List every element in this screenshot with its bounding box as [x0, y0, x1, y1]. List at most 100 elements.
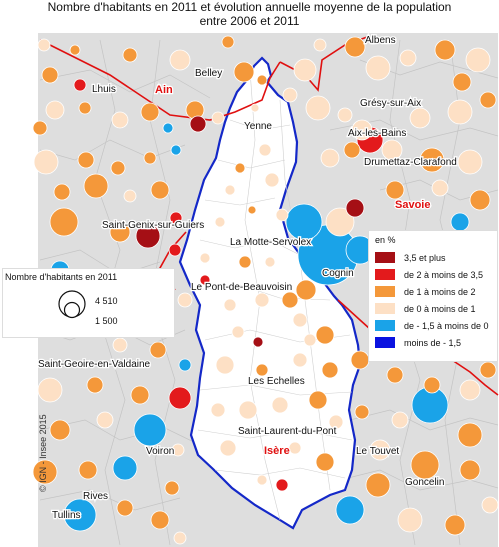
commune-bubble[interactable] — [264, 256, 276, 268]
commune-bubble[interactable] — [354, 404, 370, 420]
commune-bubble[interactable] — [345, 198, 365, 218]
commune-bubble[interactable] — [469, 189, 491, 211]
commune-bubble[interactable] — [77, 151, 95, 169]
commune-bubble[interactable] — [447, 99, 473, 125]
commune-bubble[interactable] — [199, 252, 211, 264]
commune-bubble[interactable] — [285, 203, 323, 241]
commune-bubble[interactable] — [169, 49, 191, 71]
commune-bubble[interactable] — [254, 292, 270, 308]
commune-bubble[interactable] — [170, 144, 182, 156]
commune-bubble[interactable] — [78, 101, 92, 115]
commune-bubble[interactable] — [247, 205, 257, 215]
commune-bubble[interactable] — [457, 422, 483, 448]
commune-bubble[interactable] — [409, 107, 431, 129]
commune-bubble[interactable] — [135, 223, 161, 249]
commune-bubble[interactable] — [275, 478, 289, 492]
commune-bubble[interactable] — [351, 119, 373, 141]
commune-bubble[interactable] — [419, 147, 445, 173]
commune-bubble[interactable] — [325, 207, 355, 237]
commune-bubble[interactable] — [315, 325, 335, 345]
commune-bubble[interactable] — [177, 292, 193, 308]
commune-bubble[interactable] — [33, 149, 59, 175]
commune-bubble[interactable] — [73, 78, 87, 92]
commune-bubble[interactable] — [369, 439, 391, 461]
commune-bubble[interactable] — [423, 376, 441, 394]
commune-bubble[interactable] — [397, 507, 423, 533]
commune-bubble[interactable] — [41, 66, 59, 84]
commune-bubble[interactable] — [110, 160, 126, 176]
commune-bubble[interactable] — [313, 38, 327, 52]
commune-bubble[interactable] — [189, 115, 207, 133]
commune-bubble[interactable] — [282, 87, 298, 103]
commune-bubble[interactable] — [465, 47, 491, 73]
commune-bubble[interactable] — [37, 377, 63, 403]
commune-bubble[interactable] — [78, 460, 98, 480]
commune-bubble[interactable] — [343, 141, 361, 159]
commune-bubble[interactable] — [308, 390, 328, 410]
commune-bubble[interactable] — [49, 419, 71, 441]
commune-bubble[interactable] — [63, 498, 97, 532]
commune-bubble[interactable] — [255, 363, 269, 377]
commune-bubble[interactable] — [223, 298, 237, 312]
commune-bubble[interactable] — [224, 184, 236, 196]
commune-bubble[interactable] — [315, 452, 335, 472]
commune-bubble[interactable] — [221, 35, 235, 49]
commune-bubble[interactable] — [337, 107, 353, 123]
commune-bubble[interactable] — [481, 496, 499, 514]
commune-bubbles[interactable] — [32, 35, 499, 545]
commune-bubble[interactable] — [281, 291, 299, 309]
commune-bubble[interactable] — [350, 350, 370, 370]
commune-bubble[interactable] — [143, 151, 157, 165]
commune-bubble[interactable] — [256, 74, 268, 86]
commune-bubble[interactable] — [210, 402, 226, 418]
commune-bubble[interactable] — [479, 91, 497, 109]
commune-bubble[interactable] — [385, 180, 405, 200]
commune-bubble[interactable] — [215, 355, 235, 375]
commune-bubble[interactable] — [32, 120, 48, 136]
commune-bubble[interactable] — [457, 149, 483, 175]
commune-bubble[interactable] — [178, 358, 192, 372]
commune-bubble[interactable] — [164, 480, 180, 496]
commune-bubble[interactable] — [168, 243, 182, 257]
commune-bubble[interactable] — [231, 325, 245, 339]
commune-bubble[interactable] — [450, 212, 470, 232]
commune-bubble[interactable] — [258, 143, 272, 157]
commune-bubble[interactable] — [150, 180, 170, 200]
commune-bubble[interactable] — [49, 207, 79, 237]
commune-bubble[interactable] — [391, 411, 409, 429]
commune-bubble[interactable] — [112, 455, 138, 481]
commune-bubble[interactable] — [335, 495, 365, 525]
commune-bubble[interactable] — [122, 47, 138, 63]
commune-bubble[interactable] — [292, 312, 308, 328]
commune-bubble[interactable] — [344, 36, 366, 58]
commune-bubble[interactable] — [133, 413, 167, 447]
commune-bubble[interactable] — [292, 352, 308, 368]
commune-bubble[interactable] — [303, 333, 317, 347]
commune-bubble[interactable] — [252, 336, 264, 348]
commune-bubble[interactable] — [168, 386, 192, 410]
commune-bubble[interactable] — [140, 102, 160, 122]
commune-bubble[interactable] — [150, 510, 170, 530]
commune-bubble[interactable] — [256, 474, 268, 486]
commune-bubble[interactable] — [83, 173, 109, 199]
commune-bubble[interactable] — [452, 72, 472, 92]
commune-bubble[interactable] — [86, 376, 104, 394]
commune-bubble[interactable] — [250, 103, 260, 113]
commune-bubble[interactable] — [238, 400, 258, 420]
commune-bubble[interactable] — [386, 366, 404, 384]
commune-bubble[interactable] — [275, 208, 289, 222]
commune-bubble[interactable] — [211, 111, 225, 125]
commune-bubble[interactable] — [434, 39, 456, 61]
commune-bubble[interactable] — [479, 361, 497, 379]
commune-bubble[interactable] — [321, 361, 339, 379]
commune-bubble[interactable] — [173, 531, 187, 545]
commune-bubble[interactable] — [169, 211, 183, 225]
commune-bubble[interactable] — [214, 216, 226, 228]
commune-bubble[interactable] — [264, 172, 280, 188]
commune-bubble[interactable] — [459, 459, 481, 481]
commune-bubble[interactable] — [69, 44, 81, 56]
commune-bubble[interactable] — [123, 189, 137, 203]
commune-bubble[interactable] — [45, 100, 65, 120]
commune-bubble[interactable] — [293, 58, 317, 82]
commune-bubble[interactable] — [444, 514, 466, 536]
